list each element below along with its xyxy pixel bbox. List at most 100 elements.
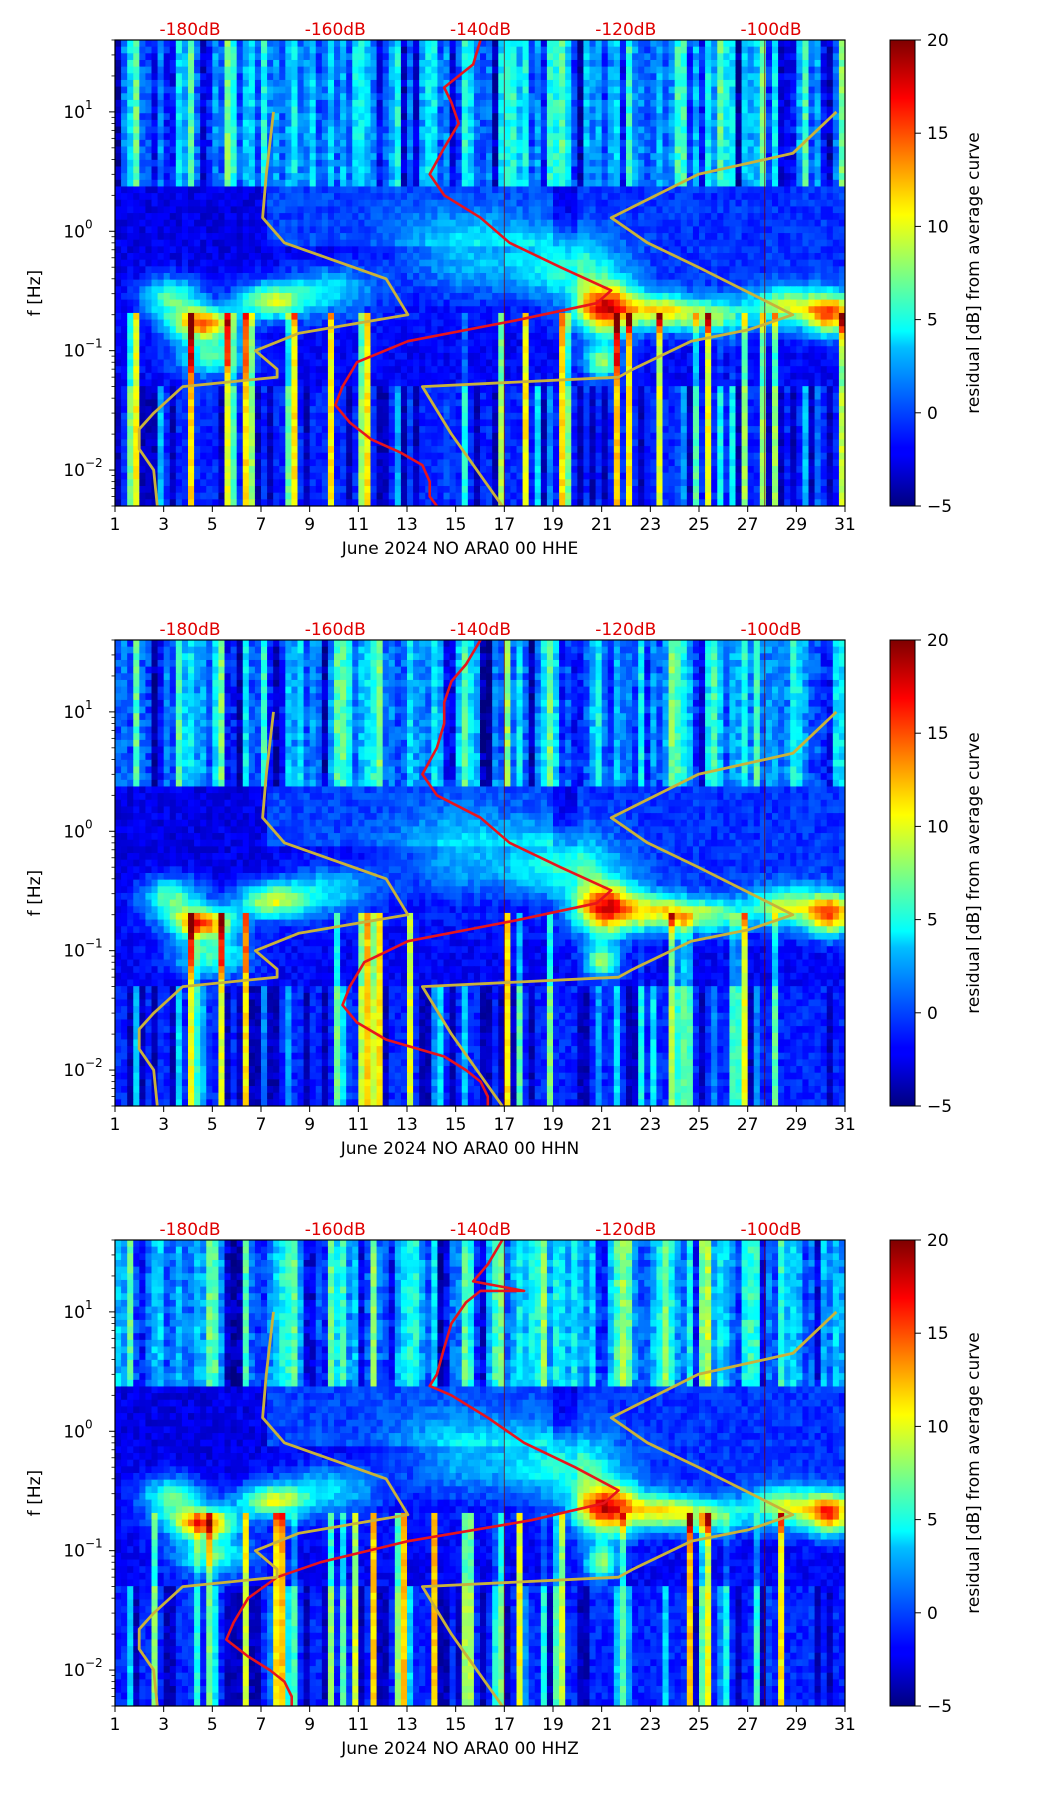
heatmap-cell bbox=[461, 312, 469, 321]
heatmap-cell bbox=[279, 266, 286, 274]
heatmap-cell bbox=[553, 292, 560, 301]
heatmap-cell bbox=[261, 233, 268, 241]
heatmap-cell bbox=[413, 53, 420, 61]
heatmap-cell bbox=[181, 73, 189, 81]
heatmap-cell bbox=[358, 93, 366, 101]
heatmap-cell bbox=[680, 79, 688, 88]
heatmap-cell bbox=[163, 133, 171, 141]
heatmap-cell bbox=[534, 40, 542, 48]
heatmap-cell bbox=[461, 79, 469, 88]
heatmap-cell bbox=[802, 239, 810, 247]
heatmap-cell bbox=[127, 273, 134, 281]
heatmap-cell bbox=[583, 246, 591, 254]
heatmap-cell bbox=[589, 273, 597, 281]
heatmap-cell bbox=[267, 106, 274, 114]
heatmap-cell bbox=[200, 119, 207, 128]
heatmap-cell bbox=[297, 312, 305, 321]
heatmap-cell bbox=[638, 279, 645, 287]
heatmap-cell bbox=[522, 106, 530, 114]
heatmap-cell bbox=[382, 279, 390, 287]
heatmap-cell bbox=[814, 119, 822, 128]
heatmap-cell bbox=[413, 119, 420, 128]
heatmap-cell bbox=[364, 312, 372, 321]
heatmap-cell bbox=[486, 66, 493, 74]
heatmap-cell bbox=[376, 166, 384, 174]
heatmap-cell bbox=[358, 66, 366, 74]
heatmap-cell bbox=[157, 239, 165, 247]
heatmap-cell bbox=[321, 219, 329, 227]
heatmap-cell bbox=[461, 259, 469, 267]
heatmap-cell bbox=[492, 292, 499, 301]
heatmap-cell bbox=[181, 273, 189, 281]
heatmap-cell bbox=[200, 273, 207, 281]
heatmap-cell bbox=[534, 79, 542, 88]
heatmap-cell bbox=[139, 59, 147, 68]
heatmap-cell bbox=[540, 139, 548, 148]
heatmap-cell bbox=[784, 239, 791, 247]
heatmap-cell bbox=[753, 139, 761, 148]
heatmap-cell bbox=[504, 139, 512, 148]
heatmap-cell bbox=[169, 73, 177, 81]
heatmap-cell bbox=[632, 199, 639, 208]
heatmap-cell bbox=[261, 139, 268, 148]
heatmap-cell bbox=[151, 273, 159, 281]
heatmap-cell bbox=[747, 199, 755, 208]
heatmap-cell bbox=[802, 66, 810, 74]
heatmap-cell bbox=[772, 279, 779, 287]
heatmap-cell bbox=[230, 266, 238, 274]
heatmap-cell bbox=[419, 46, 426, 54]
heatmap-cell bbox=[772, 166, 779, 174]
heatmap-cell bbox=[121, 266, 128, 274]
heatmap-cell bbox=[522, 279, 530, 287]
heatmap-cell bbox=[486, 73, 493, 81]
heatmap-cell bbox=[553, 219, 560, 227]
heatmap-cell bbox=[194, 312, 201, 321]
heatmap-cell bbox=[346, 99, 353, 108]
heatmap-cell bbox=[832, 173, 840, 181]
heatmap-cell bbox=[626, 166, 633, 174]
heatmap-cell bbox=[400, 239, 408, 247]
heatmap-cell bbox=[808, 239, 816, 247]
heatmap-cell bbox=[565, 46, 572, 54]
heatmap-cell bbox=[565, 59, 572, 68]
heatmap-cell bbox=[650, 259, 658, 267]
heatmap-cell bbox=[583, 46, 591, 54]
heatmap-cell bbox=[492, 119, 499, 128]
heatmap-cell bbox=[735, 206, 743, 214]
heatmap-cell bbox=[638, 133, 645, 141]
heatmap-cell bbox=[242, 266, 250, 274]
heatmap-cell bbox=[236, 266, 244, 274]
heatmap-cell bbox=[364, 119, 372, 128]
heatmap-cell bbox=[413, 292, 420, 301]
heatmap-cell bbox=[820, 279, 828, 287]
heatmap-cell bbox=[838, 133, 845, 141]
heatmap-cell bbox=[796, 146, 804, 154]
heatmap-cell bbox=[747, 53, 755, 61]
heatmap-cell bbox=[321, 173, 329, 181]
heatmap-cell bbox=[382, 213, 390, 221]
heatmap-cell bbox=[188, 299, 195, 307]
heatmap-cell bbox=[601, 99, 609, 108]
heatmap-cell bbox=[419, 219, 426, 227]
heatmap-cell bbox=[577, 146, 585, 154]
heatmap-cell bbox=[133, 286, 140, 294]
heatmap-cell bbox=[546, 106, 554, 114]
heatmap-cell bbox=[656, 113, 664, 121]
heatmap-cell bbox=[510, 312, 518, 321]
heatmap-cell bbox=[504, 59, 512, 68]
heatmap-cell bbox=[163, 239, 171, 247]
heatmap-cell bbox=[181, 219, 189, 227]
heatmap-cell bbox=[796, 193, 804, 201]
heatmap-cell bbox=[437, 59, 445, 68]
heatmap-cell bbox=[674, 59, 682, 68]
heatmap-cell bbox=[692, 93, 700, 101]
heatmap-cell bbox=[248, 53, 256, 61]
heatmap-cell bbox=[321, 113, 329, 121]
heatmap-cell bbox=[729, 146, 737, 154]
heatmap-cell bbox=[674, 66, 682, 74]
heatmap-cell bbox=[273, 173, 280, 181]
heatmap-cell bbox=[388, 106, 396, 114]
heatmap-cell bbox=[407, 206, 414, 214]
heatmap-cell bbox=[364, 159, 372, 168]
heatmap-cell bbox=[382, 193, 390, 201]
